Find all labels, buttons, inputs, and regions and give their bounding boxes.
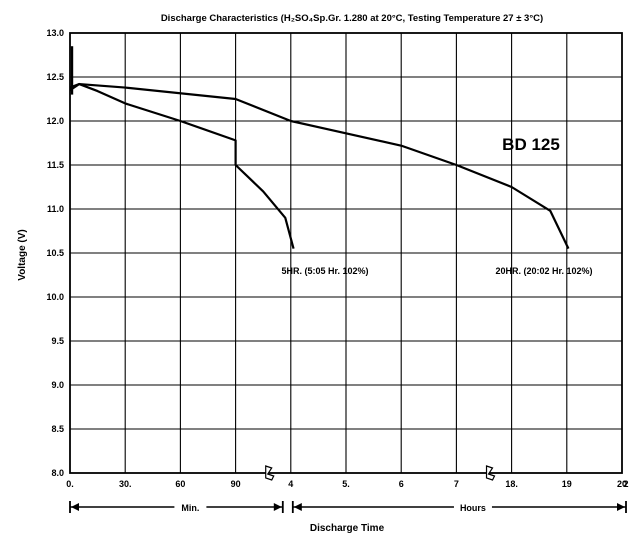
x-tick-label: 19 (562, 479, 572, 489)
x-axis-title: Discharge Time (310, 523, 385, 534)
y-tick-label: 11.0 (47, 204, 64, 214)
series-line-2 (69, 82, 570, 250)
x-tick-label: 0. (66, 479, 74, 489)
series-lines (69, 46, 570, 250)
x-tick-label: 2 (623, 479, 628, 489)
unit-label-bg (174, 500, 207, 514)
labels: 5HR. (5:05 Hr. 102%) 20HR. (20:02 Hr. 102… (281, 135, 592, 276)
minutes-unit-label: Min. (181, 503, 199, 513)
model-annotation: BD 125 (502, 135, 560, 154)
hours-span-arrow-left (293, 503, 302, 511)
hours-unit-label: Hours (460, 503, 486, 513)
y-tick-label: 13.0 (46, 28, 64, 38)
unit-label-bg (453, 500, 492, 514)
minutes-span-arrow-right (273, 503, 282, 511)
axis-break-marker (265, 465, 275, 481)
x-tick-label: 20 (617, 479, 627, 489)
y-tick-label: 8.0 (51, 468, 64, 478)
series-label-5hr: 5HR. (5:05 Hr. 102%) (281, 266, 368, 276)
y-tick-label: 10.5 (46, 248, 64, 258)
y-tick-label: 9.0 (51, 380, 64, 390)
y-tick-label: 9.5 (51, 336, 64, 346)
hours-span-arrow-right (617, 503, 625, 511)
x-tick-label: 5. (342, 479, 350, 489)
minutes-span-arrow-left (71, 503, 79, 511)
x-tick-label: 7 (454, 479, 459, 489)
series-line-1 (69, 82, 295, 249)
x-tick-label: 30. (119, 479, 132, 489)
y-tick-label: 12.0 (46, 116, 64, 126)
x-tick-label: 90 (231, 479, 241, 489)
y-tick-label: 10.0 (46, 292, 64, 302)
x-tick-label: 4 (288, 479, 293, 489)
x-tick-label: 6 (399, 479, 404, 489)
y-tick-label: 12.5 (46, 72, 64, 82)
grid: 13.0 12.5 12.0 11.5 11.0 10.5 10.0 9.5 9.0 8.5 8.0… (46, 28, 629, 514)
axis-break-marker (485, 465, 496, 481)
chart-title: Discharge Characteristics (H₂SO₄Sp.Gr. 1… (161, 13, 543, 24)
series-label-20hr: 20HR. (20:02 Hr. 102%) (495, 266, 592, 276)
y-tick-label: 8.5 (51, 424, 64, 434)
x-tick-label: 60 (175, 479, 185, 489)
y-tick-label: 11.5 (47, 160, 64, 170)
x-tick-label: 18. (505, 479, 518, 489)
y-axis-title: Voltage (V) (17, 229, 28, 280)
